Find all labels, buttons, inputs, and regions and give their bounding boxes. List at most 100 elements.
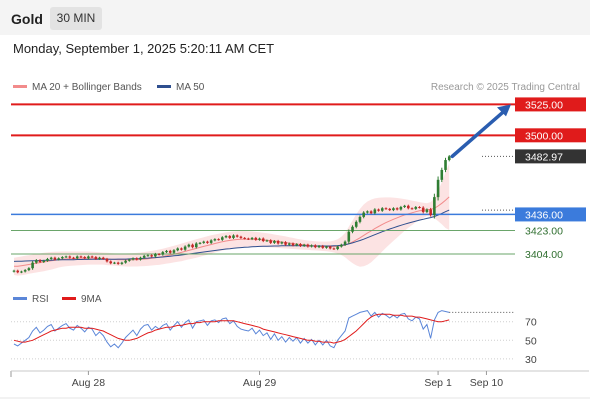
candle-body [183, 246, 187, 250]
candle-body [49, 257, 53, 259]
level-label-3404.00: 3404.00 [525, 249, 563, 261]
candle-body [440, 169, 444, 180]
x-tick-label: Aug 29 [243, 377, 276, 389]
candle-body [358, 216, 362, 222]
candle-body [75, 256, 79, 259]
candle-body [68, 256, 72, 258]
candle-body [168, 250, 172, 253]
bollinger-band-area [14, 163, 450, 276]
candle-body [27, 268, 31, 271]
candle-body [187, 244, 191, 247]
candle-body [265, 240, 269, 242]
candle-body [180, 248, 183, 250]
candle-body [321, 245, 325, 248]
candle-body [87, 256, 90, 259]
candle-body [172, 250, 176, 253]
candle-body [369, 211, 373, 214]
candle-body [79, 256, 83, 258]
candle-body [421, 207, 425, 212]
candle-body [206, 241, 209, 243]
candle-body [31, 262, 34, 269]
candle-body [444, 160, 447, 170]
candle-body [20, 271, 23, 273]
legend-swatch [157, 85, 171, 88]
candle-body [53, 257, 57, 260]
candle-body [35, 260, 38, 263]
candle-body [395, 208, 399, 210]
candle-body [194, 243, 198, 248]
candle-body [46, 258, 49, 261]
level-label-3436.00: 3436.00 [525, 209, 563, 221]
candle-body [16, 270, 20, 273]
candle-body [258, 238, 261, 240]
candle-body [377, 209, 380, 211]
candle-body [72, 257, 75, 259]
candle-body [120, 262, 124, 264]
candle-body [161, 252, 165, 255]
candle-body [131, 258, 135, 260]
candle-body [351, 226, 354, 232]
x-tick-label: Sep 1 [424, 377, 452, 389]
level-label-box [515, 149, 586, 164]
candle-body [343, 241, 347, 245]
candle-body [135, 258, 139, 260]
candle-body [23, 270, 27, 272]
candle-body [291, 243, 295, 246]
candle-body [146, 255, 150, 257]
candle-body [154, 253, 157, 257]
candle-body [42, 260, 46, 263]
candle-body [83, 257, 86, 259]
candle-body [429, 209, 432, 216]
candle-body [224, 236, 228, 238]
level-label-3500.00: 3500.00 [525, 130, 563, 142]
rsi-legend-label: RSI [32, 294, 49, 305]
candle-body [109, 261, 113, 264]
x-tick-label: Aug 28 [72, 377, 105, 389]
candle-body [295, 244, 299, 246]
candle-body [116, 262, 120, 264]
candle-body [336, 246, 339, 250]
price-panel [0, 60, 590, 290]
candle-body [101, 257, 105, 259]
candle-body [150, 255, 153, 257]
candle-body [436, 179, 440, 198]
candle-body [310, 245, 313, 247]
candle-body [64, 256, 68, 258]
level-label-box [515, 207, 586, 222]
ma20-line [14, 196, 450, 267]
candle-body [332, 248, 336, 250]
top-bar: Gold 30 MIN [0, 0, 590, 35]
candle-body [228, 236, 232, 238]
candle-body [399, 207, 403, 210]
candle-body [362, 212, 365, 217]
level-label-3482.97: 3482.97 [525, 151, 563, 163]
rsi-ma-line [13, 313, 450, 344]
candle-body [276, 241, 280, 244]
candle-body [261, 238, 265, 242]
level-label-3423.00: 3423.00 [525, 226, 563, 238]
rsi-legend-label: 9MA [81, 294, 102, 305]
candle-body [418, 207, 421, 209]
candle-body [347, 231, 351, 242]
candle-body [328, 246, 332, 249]
x-tick-label: Sep 10 [470, 377, 503, 389]
forecast-arrow-head [497, 104, 511, 117]
rsi-tick-label: 70 [525, 317, 537, 329]
candle-body [94, 257, 98, 259]
candle-body [447, 156, 451, 161]
candle-body [142, 255, 146, 258]
rsi-line [13, 310, 450, 349]
candle-body [12, 270, 16, 272]
candle-body [57, 258, 60, 260]
candle-body [407, 205, 410, 209]
candle-body [247, 238, 250, 240]
candle-body [384, 208, 388, 210]
candle-body [113, 262, 116, 264]
candle-body [366, 211, 369, 213]
ma50-line [13, 209, 450, 262]
candle-body [314, 245, 317, 248]
rsi-legend-swatch [62, 297, 76, 300]
timeframe-button[interactable]: 30 MIN [50, 7, 102, 30]
candle-body [306, 244, 310, 247]
